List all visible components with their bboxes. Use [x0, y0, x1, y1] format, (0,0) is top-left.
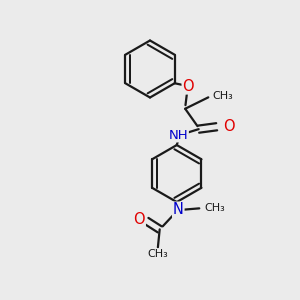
- Text: CH₃: CH₃: [212, 91, 233, 101]
- Text: NH: NH: [169, 129, 188, 142]
- Text: N: N: [173, 202, 184, 217]
- Text: CH₃: CH₃: [205, 203, 225, 213]
- Text: O: O: [134, 212, 145, 227]
- Text: O: O: [223, 119, 235, 134]
- Text: CH₃: CH₃: [148, 249, 168, 259]
- Text: O: O: [182, 79, 194, 94]
